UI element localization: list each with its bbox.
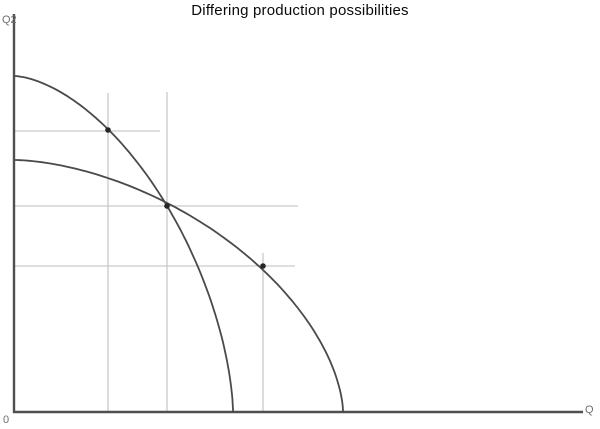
- origin-label: 0: [3, 414, 9, 426]
- ppf-curve-flat: [14, 159, 344, 413]
- guide-lines: [14, 92, 298, 412]
- data-points: [105, 127, 266, 269]
- x-axis-label: Q: [585, 404, 594, 416]
- data-point: [260, 263, 266, 269]
- data-point: [164, 203, 170, 209]
- ppf-curves: [13, 75, 344, 413]
- chart-title: Differing production possibilities: [191, 2, 409, 19]
- ppf-curve-steep: [13, 75, 234, 412]
- axes: [12, 14, 583, 414]
- y-axis-label: Q2: [2, 14, 17, 26]
- data-point: [105, 127, 111, 133]
